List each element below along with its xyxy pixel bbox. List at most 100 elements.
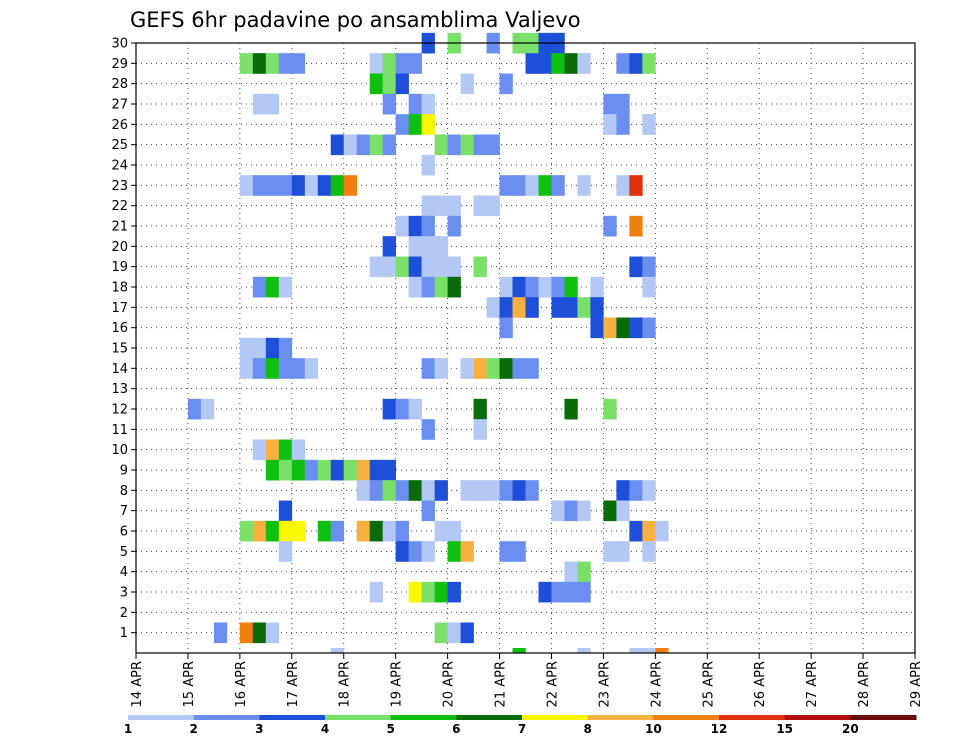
- heatmap-cell: [421, 256, 435, 278]
- color-legend: 1 2 3 4 5 6 7 8 10 12 15 20: [124, 715, 917, 736]
- y-tick-label: 24: [111, 159, 128, 174]
- heatmap-cell: [642, 256, 656, 278]
- heatmap-cell: [538, 53, 552, 74]
- heatmap-cell: [343, 459, 358, 481]
- y-tick-label: 21: [111, 220, 128, 235]
- legend-label: 12: [711, 722, 728, 736]
- heatmap-cell: [603, 398, 617, 420]
- y-tick-label: 30: [111, 37, 128, 52]
- heatmap-cell: [408, 581, 422, 603]
- legend-swatch: [653, 715, 720, 720]
- legend-swatch: [850, 715, 917, 720]
- heatmap-cell: [213, 622, 228, 644]
- heatmap-cell: [421, 195, 435, 217]
- legend-swatch: [193, 715, 260, 720]
- heatmap-cell: [551, 276, 565, 298]
- y-tick-label: 16: [111, 321, 128, 336]
- heatmap-cell: [395, 53, 409, 74]
- heatmap-cell: [551, 297, 565, 318]
- heatmap-cell: [369, 480, 383, 501]
- heatmap-cell: [590, 317, 604, 339]
- heatmap-cell: [616, 114, 630, 135]
- heatmap-cell: [460, 134, 474, 156]
- y-tick-label: 14: [111, 362, 128, 377]
- heatmap-cell: [421, 114, 435, 135]
- heatmap-cell: [330, 134, 345, 156]
- heatmap-cell: [291, 53, 306, 74]
- legend-label: 20: [842, 722, 859, 736]
- heatmap-cell: [252, 175, 267, 196]
- heatmap-cell: [447, 195, 461, 217]
- heatmap-cell: [252, 439, 267, 461]
- heatmap-cell: [421, 581, 435, 603]
- heatmap-cell: [434, 134, 448, 156]
- heatmap-cell: [616, 541, 630, 562]
- chart-title: GEFS 6hr padavine po ansamblima Valjevo: [130, 8, 581, 32]
- x-tick-label: 17 APR: [286, 661, 301, 707]
- heatmap-cell: [369, 520, 383, 542]
- heatmap-cell: [239, 622, 254, 644]
- heatmap-cell: [408, 541, 422, 562]
- heatmap-cell: [512, 175, 526, 196]
- legend-label: 4: [321, 722, 329, 736]
- y-tick-label: 19: [111, 260, 128, 275]
- heatmap-cell: [512, 480, 526, 501]
- heatmap-cell: [577, 561, 591, 583]
- heatmap-cell: [408, 480, 422, 501]
- legend-label: 5: [386, 722, 394, 736]
- heatmap-cell: [499, 480, 513, 501]
- heatmap-cell: [278, 358, 293, 379]
- heatmap-cell: [525, 175, 539, 196]
- heatmap-cell: [486, 297, 500, 318]
- heatmap-cell: [603, 93, 617, 115]
- heatmap-cell: [278, 459, 293, 481]
- x-tick-label: 25 APR: [701, 661, 716, 707]
- y-tick-label: 1: [120, 626, 128, 641]
- heatmap-cell: [564, 561, 578, 583]
- heatmap-cell: [408, 93, 422, 115]
- x-tick-label: 28 APR: [857, 661, 872, 707]
- heatmap-cell: [200, 398, 215, 420]
- heatmap-cell: [447, 276, 461, 298]
- heatmap-cell: [434, 622, 448, 644]
- x-tick-label: 22 APR: [545, 661, 560, 707]
- heatmap-cell: [603, 500, 617, 522]
- legend-label: 1: [124, 722, 132, 736]
- heatmap-cell: [395, 480, 409, 501]
- heatmap-cell: [473, 358, 487, 379]
- heatmap-cell: [512, 297, 526, 318]
- y-tick-label: 23: [111, 179, 128, 194]
- heatmap-cell: [265, 439, 280, 461]
- heatmap-cell: [382, 134, 396, 156]
- heatmap-cell: [499, 317, 513, 339]
- heatmap-cell: [408, 114, 422, 135]
- heatmap-cell: [382, 398, 396, 420]
- heatmap-cell: [187, 398, 202, 420]
- heatmap-cell: [629, 317, 643, 339]
- heatmap-cell: [447, 215, 461, 237]
- heatmap-cell: [421, 419, 435, 440]
- y-tick-label: 12: [111, 403, 128, 418]
- heatmap-cell: [486, 358, 500, 379]
- heatmap-cell: [382, 53, 396, 74]
- heatmap-cell: [655, 648, 669, 654]
- heatmap-cell: [590, 297, 604, 318]
- legend-swatch: [522, 715, 589, 720]
- heatmap-cell: [473, 480, 487, 501]
- heatmap-cell: [382, 73, 396, 95]
- heatmap-cell: [395, 215, 409, 237]
- heatmap-cell: [382, 480, 396, 501]
- heatmap-cell: [499, 175, 513, 196]
- x-tick-label: 27 APR: [805, 661, 820, 707]
- heatmap-cell: [395, 520, 409, 542]
- heatmap-cell: [616, 53, 630, 74]
- y-tick-label: 15: [111, 342, 128, 357]
- heatmap-cell: [356, 520, 370, 542]
- heatmap-cell: [291, 520, 306, 542]
- heatmap-cell: [330, 520, 345, 542]
- heatmap-cell: [642, 276, 656, 298]
- heatmap-cell: [434, 195, 448, 217]
- heatmap-cell: [239, 53, 254, 74]
- heatmap-cell: [265, 276, 280, 298]
- y-tick-label: 22: [111, 199, 128, 214]
